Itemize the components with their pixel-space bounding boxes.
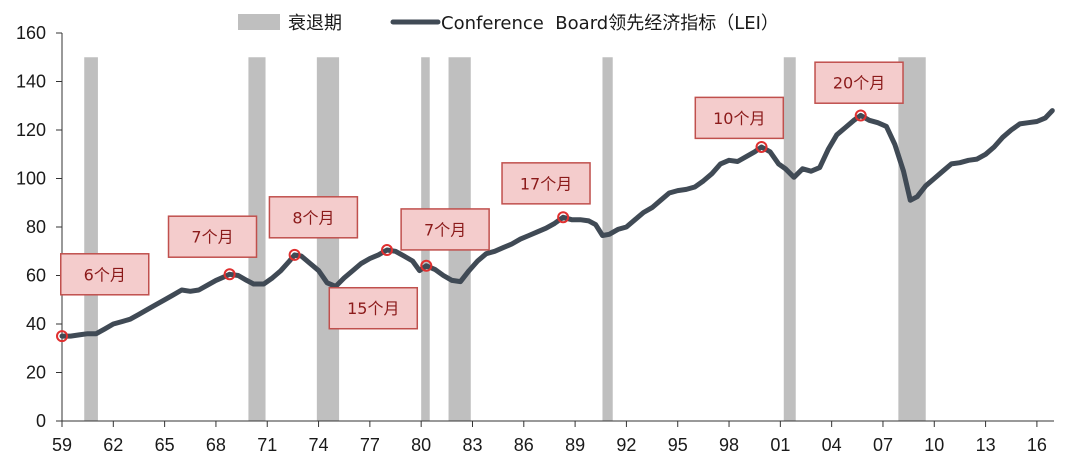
annotation-box <box>814 61 904 104</box>
recession-band-1 <box>84 57 98 421</box>
annotation-4: 15个月 <box>328 244 419 330</box>
legend-lei-label: Conference Board领先经济指标（LEI） <box>441 13 779 34</box>
annotation-label: 17个月 <box>520 174 572 193</box>
peak-marker <box>56 330 68 343</box>
annotation-6: 17个月 <box>501 162 591 224</box>
x-tick-label: 92 <box>616 435 636 455</box>
annotation-label: 7个月 <box>191 228 233 247</box>
x-tick-label: 68 <box>206 435 226 455</box>
x-tick-label: 13 <box>976 435 996 455</box>
x-tick-label: 77 <box>360 435 380 455</box>
legend: 衰退期 Conference Board领先经济指标（LEI） <box>238 13 779 34</box>
x-tick-label: 80 <box>411 435 431 455</box>
annotation-label: 10个月 <box>713 109 765 128</box>
annotation-box <box>400 208 490 251</box>
recession-band-3 <box>316 57 340 421</box>
y-tick-label: 60 <box>26 266 46 286</box>
x-tick-label: 98 <box>719 435 739 455</box>
y-tick-label: 20 <box>26 363 46 383</box>
recession-band-6 <box>602 57 613 421</box>
peak-marker <box>380 244 393 257</box>
annotation-5: 7个月 <box>400 208 490 272</box>
x-tick-label: 62 <box>103 435 123 455</box>
x-tick-label: 83 <box>462 435 482 455</box>
peak-marker <box>557 211 570 224</box>
legend-recession-label: 衰退期 <box>288 13 342 34</box>
annotation-box <box>167 215 258 258</box>
annotation-label: 8个月 <box>292 208 334 227</box>
annotation-box <box>328 286 419 330</box>
axes: 0 20 40 60 80 100 120 140 160 59 62 65 68 71 74 77 80 83 8… <box>16 23 1054 455</box>
annotation-box <box>501 162 591 205</box>
x-tick-label: 59 <box>52 435 72 455</box>
x-tick-label: 16 <box>1027 435 1047 455</box>
annotation-box <box>268 196 359 239</box>
y-tick-label: 40 <box>26 314 46 334</box>
peak-marker <box>854 109 867 122</box>
x-tick-label: 10 <box>924 435 944 455</box>
annotation-label: 7个月 <box>424 220 466 239</box>
peak-marker <box>420 259 433 272</box>
annotation-8: 20个月 <box>814 61 904 122</box>
peak-marker <box>755 140 768 153</box>
annotation-3: 8个月 <box>268 196 359 261</box>
annotation-7: 10个月 <box>694 96 785 153</box>
recession-band-7 <box>783 57 796 421</box>
recession-band-8 <box>898 57 926 421</box>
y-tick-label: 140 <box>16 72 46 92</box>
annotation-box <box>60 253 150 296</box>
annotation-label: 6个月 <box>84 265 126 284</box>
x-tick-label: 74 <box>309 435 329 455</box>
peak-marker <box>223 268 236 281</box>
annotation-2: 7个月 <box>167 215 258 281</box>
x-tick-label: 65 <box>155 435 175 455</box>
x-tick-label: 04 <box>822 435 842 455</box>
legend-recession-swatch <box>238 14 280 30</box>
y-tick-label: 120 <box>16 120 46 140</box>
peak-marker <box>288 248 301 261</box>
annotation-box <box>694 96 785 140</box>
x-tick-label: 95 <box>668 435 688 455</box>
x-tick-label: 89 <box>565 435 585 455</box>
x-tick-label: 07 <box>873 435 893 455</box>
annotation-label: 15个月 <box>347 299 399 318</box>
y-tick-label: 160 <box>16 23 46 43</box>
y-tick-label: 80 <box>26 217 46 237</box>
annotations: 6个月 7个月 8个月 15个月 7个月 17个月 10个月 20个月 <box>56 61 904 343</box>
annotation-label: 20个月 <box>833 74 885 93</box>
y-tick-label: 100 <box>16 169 46 189</box>
y-tick-label: 0 <box>36 411 46 431</box>
x-tick-label: 01 <box>770 435 790 455</box>
x-tick-label: 71 <box>257 435 277 455</box>
annotation-1: 6个月 <box>56 253 150 343</box>
x-tick-label: 86 <box>514 435 534 455</box>
